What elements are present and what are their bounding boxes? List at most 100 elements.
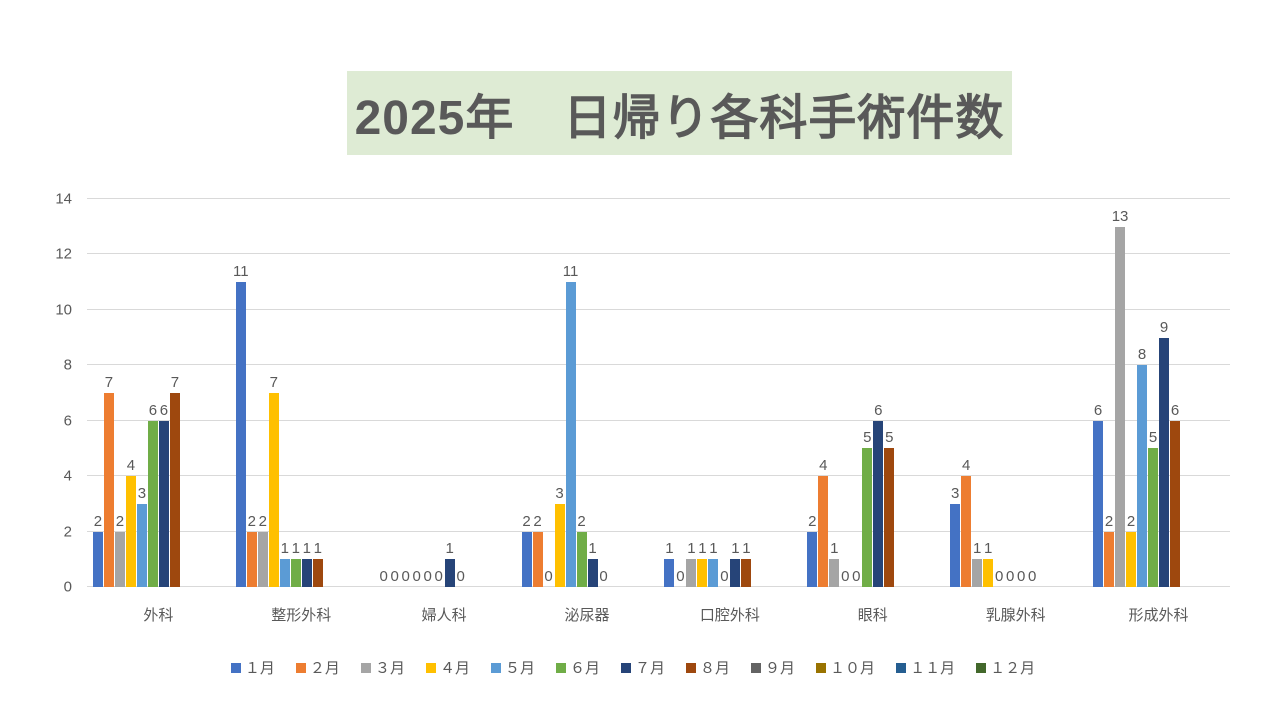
bar-value-label: 1	[687, 540, 696, 558]
bar-slot: 0	[423, 199, 433, 587]
legend-label: ９月	[765, 660, 796, 677]
bar-value-label: 2	[522, 512, 531, 530]
bar-value-label: 13	[1111, 207, 1129, 225]
bar-slot: 0	[379, 199, 389, 587]
bar-slot: 9	[1159, 199, 1170, 587]
bar-value-label: 1	[313, 540, 322, 558]
bar	[103, 393, 114, 587]
bar-slot: 2	[92, 199, 103, 587]
legend-color-swatch	[816, 662, 827, 673]
legend-label: １月	[244, 660, 275, 677]
y-axis-tick-label: 0	[63, 578, 72, 596]
bar-slot: 0	[544, 199, 554, 587]
legend-color-swatch	[555, 662, 566, 673]
bar-slot: 4	[818, 199, 829, 587]
bar-value-label: 11	[562, 263, 579, 281]
bar-slot: 2	[1104, 199, 1115, 587]
bar-slot: 2	[114, 199, 125, 587]
legend-label: ３月	[374, 660, 405, 677]
legend-color-swatch	[621, 662, 631, 673]
bar-value-label: 0	[1006, 568, 1015, 585]
legend-label: ２月	[309, 660, 340, 677]
category-group: 6 2 13 2 8 5 9 6	[1087, 199, 1230, 587]
bar-slot	[192, 199, 202, 587]
legend-label: ５月	[504, 660, 535, 677]
bar-value-label: 0	[423, 568, 432, 585]
bar-slot: 1	[708, 199, 719, 587]
legend-label: １２月	[990, 660, 1036, 677]
category-label: 眼科	[857, 607, 888, 624]
bar-slot: 1	[290, 199, 301, 587]
bar	[532, 531, 543, 587]
bar-cluster: 2 2 0 3 11 2 1 0	[516, 199, 659, 587]
bar-slot	[324, 199, 334, 587]
bar	[664, 559, 675, 587]
bar-value-label: 2	[258, 512, 267, 530]
legend-label: ７月	[635, 660, 666, 677]
bar-slot: 0	[1027, 199, 1037, 587]
bar-value-label: 0	[676, 568, 685, 585]
bar-slot	[785, 199, 795, 587]
bar-slot	[1060, 199, 1070, 587]
bar	[1148, 448, 1159, 587]
legend-label: ４月	[439, 660, 470, 677]
category-label: 形成外科	[1128, 607, 1189, 624]
bar-value-label: 4	[962, 457, 971, 475]
bar-slot: 2	[807, 199, 818, 587]
bar-slot	[203, 199, 213, 587]
bar-value-label: 0	[995, 568, 1004, 585]
bar	[708, 559, 719, 587]
bar-slot	[1049, 199, 1059, 587]
bar-slot	[467, 199, 477, 587]
bar-slot	[1181, 199, 1191, 587]
y-axis-tick-label: 12	[55, 245, 72, 263]
bar-value-label: 1	[291, 540, 300, 558]
bar-value-label: 0	[544, 568, 553, 585]
bar-slot: 1	[312, 199, 323, 587]
bar-slot	[643, 199, 653, 587]
category-label: 整形外科	[271, 607, 332, 624]
y-axis-tick-label: 6	[63, 412, 72, 430]
bar-slot: 0	[412, 199, 422, 587]
legend-color-swatch	[976, 662, 987, 673]
bar-value-label: 0	[456, 568, 465, 585]
bar	[565, 282, 576, 587]
bar-slot: 0	[994, 199, 1004, 587]
bar-slot: 3	[136, 199, 147, 587]
gridline-layer	[87, 198, 1230, 587]
bar-slot	[489, 199, 499, 587]
bar-slot: 0	[599, 199, 609, 587]
bar-value-label: 3	[555, 484, 564, 502]
bar	[279, 559, 290, 587]
legend-color-swatch	[751, 662, 762, 673]
bar-slot: 4	[961, 199, 972, 587]
bar-slot: 2	[246, 199, 257, 587]
x-axis-labels: 外科 整形外科 婦人科 泌尿器 口腔外科 眼科 乳腺外科 形成外科	[87, 604, 1230, 625]
legend-item: ８月	[686, 657, 730, 678]
bar	[1159, 337, 1170, 587]
legend-item: ９月	[751, 657, 795, 678]
bar-slot: 0	[1005, 199, 1015, 587]
legend-item: ６月	[555, 657, 600, 678]
bar-value-label: 3	[951, 484, 960, 502]
bar-value-label: 7	[269, 374, 278, 391]
bar-slot: 2	[257, 199, 268, 587]
bar-value-label: 0	[720, 568, 729, 585]
bar-cluster: 6 2 13 2 8 5 9 6	[1087, 199, 1230, 587]
category-label: 口腔外科	[699, 607, 760, 624]
bar-value-label: 1	[698, 540, 707, 558]
bar-slot: 0	[1016, 199, 1026, 587]
bar-slot: 1	[664, 199, 675, 587]
bar-slot: 0	[840, 199, 850, 587]
bar	[246, 531, 257, 587]
bar	[730, 559, 741, 587]
bar	[1093, 420, 1104, 587]
bar-slot: 6	[158, 199, 169, 587]
bar-slot: 1	[730, 199, 741, 587]
bar-slot: 0	[401, 199, 411, 587]
plot-area: 2 7 2 4 3 6 6 7 11 2 2 7 1 1 1 1 0 0 0 0 0 0 1 0 2 2 0 3 11 2 1 0 1 0 1 1 1 0…	[87, 198, 1230, 587]
legend-color-swatch	[490, 662, 501, 673]
